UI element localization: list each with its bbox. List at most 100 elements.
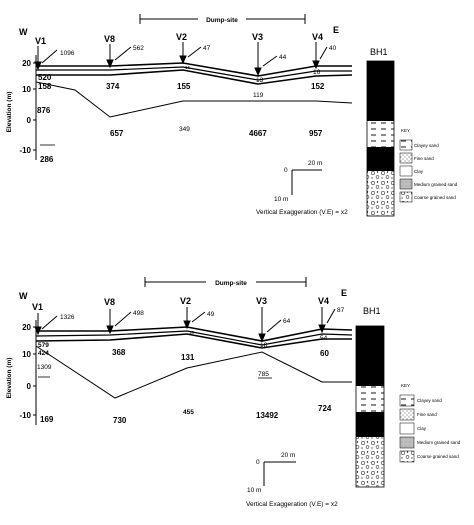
layer1-value: 579 [38,342,49,349]
layer1-value: 13 [256,77,264,84]
key-title: KEY [401,383,410,388]
station-label: V1 [35,36,46,46]
layer3-value: 4667 [249,129,267,138]
layer2-value: 785 [258,371,269,378]
borehole-label: BH1 [370,47,388,57]
layer1-value: 520 [38,73,52,82]
station-label: V8 [104,34,115,44]
dump-site-bracket: Dump-site [144,276,307,288]
layer1-value: 158 [38,82,52,91]
station-label: V4 [312,32,323,42]
vertical-exaggeration: Vertical Exaggeration (V.E) = x2 [246,501,338,508]
key-item: Clayey sand [414,143,439,148]
layer1-value: 16 [313,69,321,76]
station-label: V3 [252,32,263,42]
scale-horizontal: 20 m [281,452,295,459]
borehole-log: BH1 [355,306,385,488]
direction-west: W [19,291,28,301]
dump-site-bracket: Dump-site [139,13,306,25]
layer2-value: 155 [177,82,191,91]
bottom-left-value: 286 [40,155,54,164]
y-axis-label: Elevation (m) [6,92,13,133]
depth-value: 1326 [60,314,75,321]
station-label: V4 [318,296,329,306]
key-item: Medium grained sand [414,182,458,187]
legend-key: KEY Clayey sand Fine sand Clay Medium gr… [399,128,458,203]
section-panel-1: W E Dump-site V1 V8 V2 V3 V4 1096 562 47… [6,13,458,217]
scale-zero: 0 [284,167,288,174]
y-tick-label: -10 [19,146,31,155]
layer1-value: 16 [185,65,191,70]
layer3-value: 876 [37,106,51,115]
layer2-value: 119 [253,92,264,99]
scale-vertical: 10 m [247,487,261,494]
layer1-value: 18 [260,342,268,349]
depth-value: 87 [337,307,345,314]
dump-site-label: Dump-site [206,17,238,24]
layer3-value: 730 [113,416,127,425]
layer1-value: 424 [38,350,49,357]
depth-value: 44 [279,54,287,61]
depth-value: 1096 [60,50,75,57]
key-item: Medium grained sand [417,440,461,445]
layer2-value: 374 [106,82,120,91]
key-item: Coarse grained sand [417,454,459,459]
station-label: V8 [104,297,115,307]
depth-value: 47 [203,45,211,52]
scale-bar: 0 20 m 10 m Vertical Exaggeration (V.E) … [256,160,348,216]
y-tick-label: 0 [27,382,32,391]
y-tick-label: 20 [22,59,31,68]
y-axis: 20 10 0 -10 Elevation (m) [6,55,37,160]
y-tick-label: 0 [27,116,32,125]
resistivity-values: 520 158 16 13 16 374 155 119 152 876 657… [37,65,325,164]
legend-key: KEY Clayey sand Fine sand Clay Medium gr… [399,383,461,463]
key-title: KEY [401,128,410,133]
key-item: Clayey sand [417,398,442,403]
key-item: Fine sand [417,412,437,417]
station-label: V1 [32,302,43,312]
direction-west: W [19,27,28,37]
depth-value: 498 [133,310,144,317]
depth-value: 562 [133,45,144,52]
layer3-value: 349 [179,126,190,133]
layer-boundaries [35,62,353,146]
layer2-value: 131 [181,353,195,362]
layer3-value: 957 [309,129,323,138]
resistivity-values: 579 424 18 18 54 1309 368 131 785 60 169… [37,330,332,425]
layer2-value: 152 [311,82,325,91]
y-tick-label: 10 [22,85,31,94]
borehole-log: BH1 [366,47,395,217]
y-tick-label: -10 [19,411,31,420]
y-axis-label: Elevation (m) [6,358,13,399]
scale-vertical: 10 m [274,196,288,203]
y-axis: 20 10 0 -10 Elevation (m) [6,320,37,425]
layer2-value: 368 [112,348,126,357]
direction-east: E [333,25,339,35]
key-item: Fine sand [414,156,434,161]
scale-horizontal: 20 m [308,160,322,167]
dump-site-label: Dump-site [215,280,247,287]
depth-value: 64 [283,318,291,325]
key-item: Coarse grained sand [414,195,456,200]
depth-value: 49 [207,311,215,318]
sounding-arrows [34,42,328,77]
layer3-value: 13492 [256,411,279,420]
layer2-value: 1309 [37,364,52,371]
y-tick-label: 20 [22,323,31,332]
layer1-value: 54 [320,335,328,342]
layer3-value: 455 [183,409,194,416]
scale-bar: 0 20 m 10 m Vertical Exaggeration (V.E) … [246,452,338,508]
key-item: Clay [417,426,427,431]
layer3-value: 657 [110,129,124,138]
layer-boundaries [35,326,353,399]
depth-value: 40 [329,45,337,52]
layer3-value: 169 [40,415,54,424]
section-panel-2: W E Dump-site V1 V8 V2 V3 V4 1326 498 49… [6,276,461,508]
station-label: V2 [180,296,191,306]
station-label: V2 [176,32,187,42]
direction-east: E [341,288,347,298]
layer2-value: 60 [320,349,329,358]
key-item: Clay [414,169,424,174]
borehole-label: BH1 [363,306,381,316]
